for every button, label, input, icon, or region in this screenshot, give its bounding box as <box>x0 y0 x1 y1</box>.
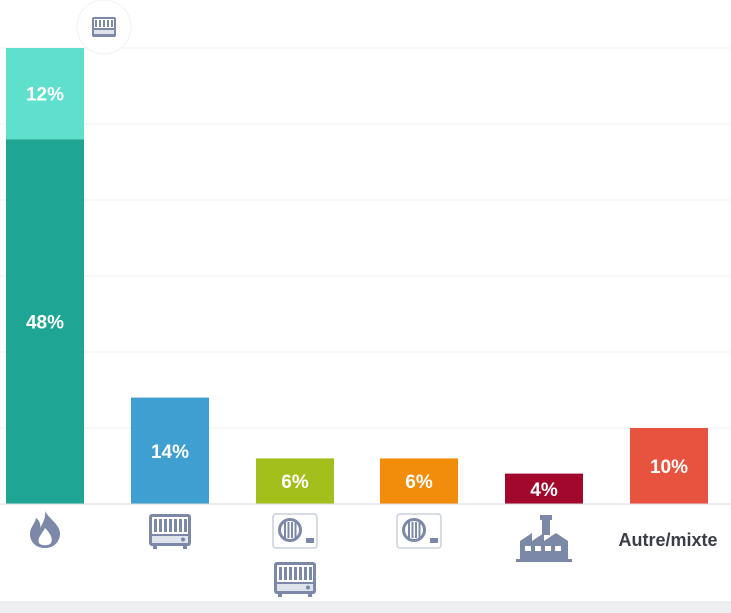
bar-label-gas-seg0: 48% <box>26 313 64 334</box>
bar-label-other-seg0: 10% <box>650 457 688 478</box>
bottom-strip <box>0 601 731 613</box>
heat-pump-icon-heat-pump <box>396 513 442 549</box>
heat-pump-icon-heat-pump-plus-heater <box>272 513 318 549</box>
flame-icon-gas <box>30 511 61 548</box>
bar-label-electric-heater-seg0: 14% <box>151 442 189 463</box>
bar-label-gas-seg1: 12% <box>26 85 64 106</box>
category-label-other: Autre/mixte <box>618 530 717 550</box>
bar-other-seg0 <box>630 428 708 504</box>
electric-heater-icon-heat-pump-plus-heater-2 <box>274 562 316 597</box>
gridlines <box>0 47 731 429</box>
bar-electric-heater-seg0 <box>131 397 209 504</box>
electric-heater-icon-electric-heater <box>149 514 191 549</box>
bar-gas-seg1 <box>6 48 84 140</box>
bar-district-heating-seg0 <box>505 473 583 504</box>
bar-heat-pump-plus-heater-seg0 <box>256 458 334 504</box>
bar-heat-pump-seg0 <box>380 458 458 504</box>
bars: 48% 12% 14% 6% 6% 4% 10% <box>6 48 708 504</box>
bar-gas-seg0 <box>6 139 84 504</box>
bar-label-heat-pump-seg0: 6% <box>405 472 433 493</box>
factory-icon-shape <box>520 533 568 559</box>
bar-label-district-heating-seg0: 4% <box>530 480 558 501</box>
factory-icon-district-heating <box>516 515 572 562</box>
bar-label-heat-pump-plus-heater-seg0: 6% <box>281 472 309 493</box>
category-icons: Autre/mixte <box>30 0 718 597</box>
boiler-icon-badge <box>76 0 132 55</box>
